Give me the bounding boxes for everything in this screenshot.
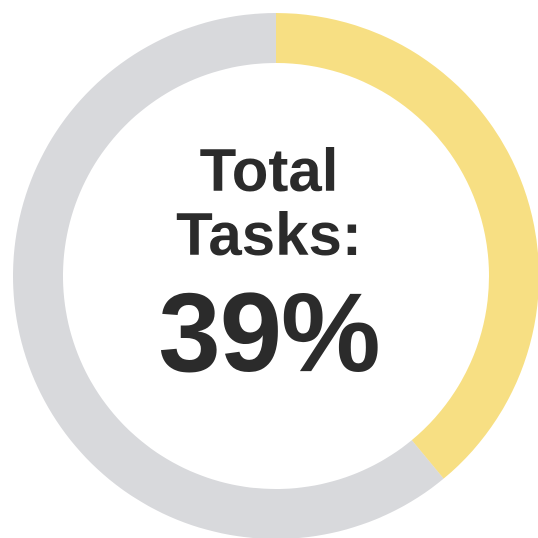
donut-slice-remaining xyxy=(13,13,444,538)
donut-slice-completed xyxy=(276,13,538,479)
